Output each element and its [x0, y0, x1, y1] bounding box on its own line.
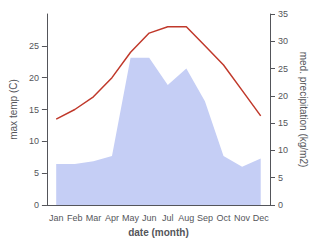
svg-text:Feb: Feb	[67, 213, 83, 223]
svg-text:0: 0	[278, 200, 283, 210]
svg-text:30: 30	[278, 36, 288, 46]
svg-text:date (month): date (month)	[128, 227, 189, 238]
svg-text:10: 10	[278, 145, 288, 155]
svg-text:Dec: Dec	[253, 213, 270, 223]
svg-text:May: May	[122, 213, 140, 223]
svg-text:25: 25	[278, 64, 288, 74]
svg-text:Aug: Aug	[178, 213, 194, 223]
svg-text:20: 20	[278, 91, 288, 101]
svg-text:5: 5	[34, 168, 39, 178]
svg-text:Jun: Jun	[142, 213, 157, 223]
svg-text:max temp (C): max temp (C)	[8, 79, 19, 140]
svg-text:Oct: Oct	[217, 213, 232, 223]
svg-text:15: 15	[29, 105, 39, 115]
svg-text:Jan: Jan	[49, 213, 64, 223]
svg-text:20: 20	[29, 73, 39, 83]
svg-text:0: 0	[34, 200, 39, 210]
svg-text:35: 35	[278, 9, 288, 19]
svg-text:Mar: Mar	[86, 213, 102, 223]
svg-text:5: 5	[278, 173, 283, 183]
svg-text:Jul: Jul	[162, 213, 174, 223]
svg-text:Nov: Nov	[234, 213, 251, 223]
svg-text:Apr: Apr	[105, 213, 119, 223]
svg-text:25: 25	[29, 41, 39, 51]
svg-text:15: 15	[278, 118, 288, 128]
svg-text:med. precipitation (kg/m2): med. precipitation (kg/m2)	[298, 52, 309, 168]
svg-text:10: 10	[29, 136, 39, 146]
svg-text:Sep: Sep	[197, 213, 213, 223]
